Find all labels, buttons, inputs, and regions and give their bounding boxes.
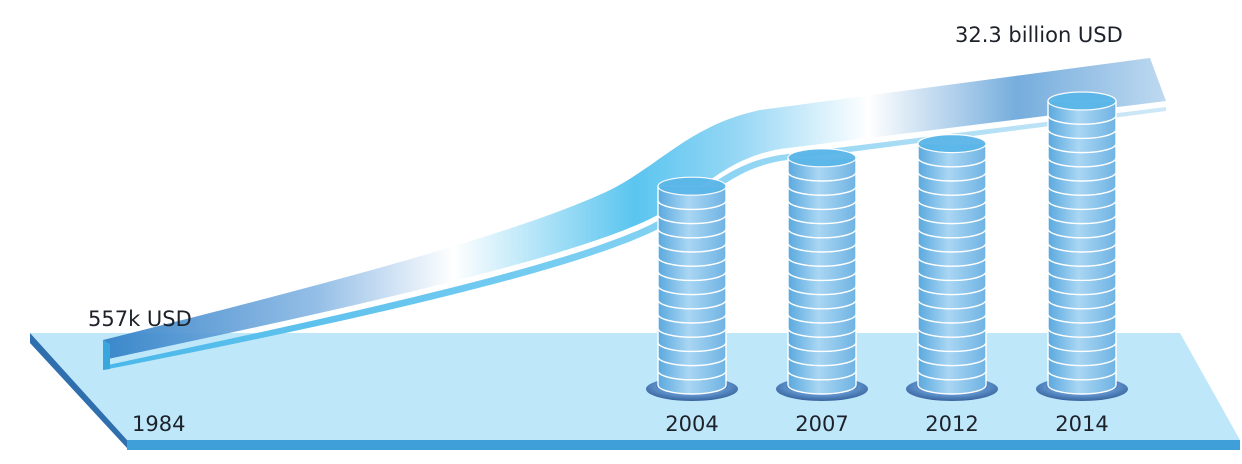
platform-front-edge: [127, 440, 1240, 450]
growth-ribbon: [103, 58, 1166, 360]
coin-disc: [1047, 91, 1117, 125]
coin-stack-2014: [1036, 91, 1128, 401]
coin-stack-2007: [776, 148, 868, 401]
coin-disc: [787, 148, 857, 182]
year-label-2014: 2014: [1055, 412, 1108, 436]
coin-disc: [657, 176, 727, 211]
year-label-2012: 2012: [925, 412, 978, 436]
coin-stack-2012: [906, 134, 998, 401]
start-value-label: 557k USD: [88, 307, 192, 331]
year-label-2004: 2004: [665, 412, 718, 436]
coin-stack-2004: [646, 176, 738, 401]
coin-disc: [917, 134, 987, 168]
growth-ribbon-edge: [103, 107, 1166, 370]
year-tick-labels: 2004 2007 2012 2014: [665, 412, 1108, 436]
year-label-2007: 2007: [795, 412, 848, 436]
end-value-label: 32.3 billion USD: [955, 23, 1123, 47]
ribbon-left-end: [103, 340, 110, 370]
platform-left-edge: [30, 333, 127, 448]
start-year-label: 1984: [132, 412, 185, 436]
coin-stacks: [646, 91, 1128, 401]
